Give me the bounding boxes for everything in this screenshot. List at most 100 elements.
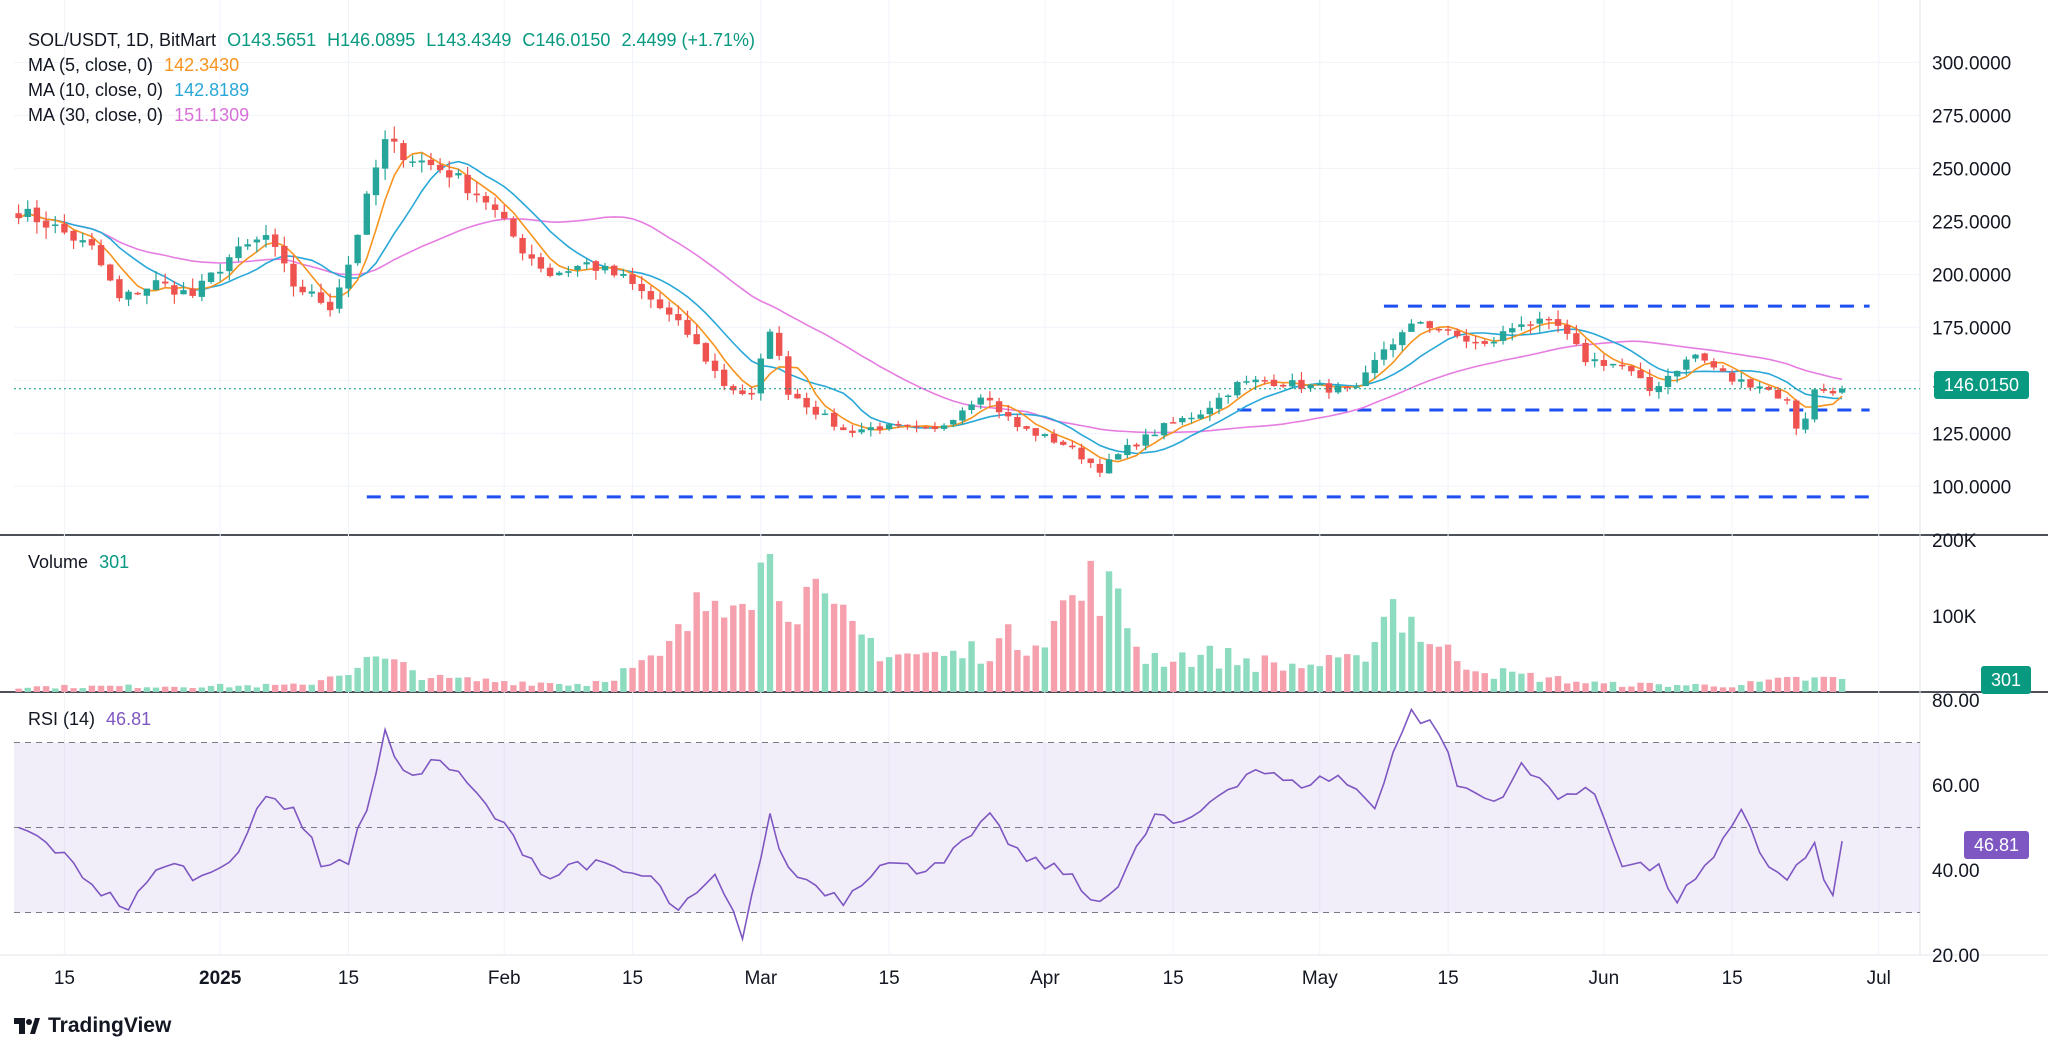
volume-bar <box>299 684 306 692</box>
volume-bar <box>1591 681 1598 692</box>
volume-bar <box>161 686 169 692</box>
volume-bar <box>1325 655 1333 692</box>
volume-bar <box>198 687 206 692</box>
y-tick-label: 300.0000 <box>1932 53 2011 74</box>
candle-body <box>730 386 737 391</box>
legend-ma30[interactable]: MA (30, close, 0) 151.1309 <box>28 103 255 127</box>
volume-bar <box>922 652 929 692</box>
volume-bar <box>785 621 792 692</box>
volume-bar <box>116 686 123 692</box>
candle-body <box>1005 412 1012 417</box>
volume-bar <box>1710 686 1718 692</box>
volume-bar <box>1005 624 1012 692</box>
candle-body <box>711 360 719 371</box>
volume-bar <box>1509 671 1516 692</box>
volume-bar <box>24 687 31 692</box>
volume-bar <box>61 684 68 692</box>
volume-bar <box>1151 653 1159 692</box>
volume-bar <box>739 603 746 692</box>
volume-bar <box>931 651 939 692</box>
candle-body <box>858 429 865 433</box>
volume-bar <box>1545 677 1553 692</box>
candle-body <box>1380 349 1388 360</box>
candle-body <box>354 234 361 264</box>
volume-bar <box>1573 681 1580 692</box>
grid <box>14 0 1920 955</box>
candle-body <box>1509 328 1516 333</box>
ma5-line <box>18 151 1843 463</box>
candle-body <box>226 257 233 272</box>
volume-bar <box>52 688 59 692</box>
candle-body <box>107 264 114 281</box>
candle-body <box>1774 389 1782 399</box>
candle-body <box>656 299 664 309</box>
candle-body <box>281 245 288 264</box>
candle-body <box>959 410 966 421</box>
volume-bar <box>885 657 893 692</box>
candle-body <box>1206 407 1214 415</box>
volume-bar <box>702 611 710 692</box>
volume-label: Volume <box>28 552 89 572</box>
candle-body <box>940 425 948 429</box>
candle-body <box>1078 447 1085 460</box>
legend-volume[interactable]: Volume 301 <box>28 550 135 574</box>
volume-bar <box>528 685 535 692</box>
legend-rsi[interactable]: RSI (14) 46.81 <box>28 707 157 731</box>
candle-body <box>1829 390 1837 394</box>
candle-body <box>748 392 755 395</box>
x-tick-label: 15 <box>622 968 643 989</box>
volume-bar <box>1160 666 1168 692</box>
candle-body <box>1279 384 1287 387</box>
volume-bar <box>1014 650 1021 692</box>
volume-bar <box>1756 681 1763 692</box>
volume-bar <box>1050 620 1058 692</box>
candle-body <box>1444 329 1452 331</box>
volume-bar <box>1435 646 1443 692</box>
volume-bar <box>372 656 380 692</box>
candle-body <box>189 288 196 296</box>
legend-ma5[interactable]: MA (5, close, 0) 142.3430 <box>28 53 245 77</box>
volume-bar <box>1270 662 1278 692</box>
candle-body <box>1252 379 1259 383</box>
candle-body <box>1133 444 1140 447</box>
candle-body <box>1234 381 1241 396</box>
volume-bar <box>730 605 737 692</box>
candle-body <box>1527 324 1534 326</box>
tradingview-logo[interactable]: TradingView <box>14 1014 171 1038</box>
volume-bar <box>592 680 600 692</box>
candle-body <box>913 425 920 428</box>
volume-bar <box>308 684 316 692</box>
volume-bar <box>610 680 618 692</box>
symbol-label[interactable]: SOL/USDT, 1D, BitMart <box>28 30 217 50</box>
volume-bar <box>1417 641 1424 692</box>
volume-bar <box>1499 668 1507 692</box>
volume-bar <box>1234 665 1241 692</box>
candle-body <box>244 244 251 247</box>
volume-bar <box>482 678 490 692</box>
candle-body <box>702 343 710 362</box>
candle-body <box>52 224 59 227</box>
candle-body <box>1142 434 1149 446</box>
volume-bar <box>152 687 160 692</box>
candle-body <box>88 239 96 246</box>
candle-body <box>1069 445 1076 448</box>
volume-bar <box>125 684 132 692</box>
legend-ma10[interactable]: MA (10, close, 0) 142.8189 <box>28 78 255 102</box>
volume-bar <box>1582 683 1589 692</box>
candle-body <box>446 170 453 178</box>
x-tick-label: Jul <box>1867 968 1891 989</box>
volume-bar <box>1600 683 1608 692</box>
candle-body <box>1096 463 1104 473</box>
x-tick-label: Apr <box>1030 968 1060 989</box>
candle-body <box>1701 353 1708 361</box>
candle-body <box>1536 318 1543 324</box>
volume-bar <box>446 677 453 692</box>
candle-body <box>1664 375 1672 388</box>
volume-bar <box>1188 666 1195 692</box>
volume-bar <box>1692 683 1699 692</box>
candle-body <box>821 413 829 416</box>
volume-bar <box>1133 646 1140 692</box>
candle-body <box>546 267 554 277</box>
volume-bar <box>1179 652 1186 692</box>
